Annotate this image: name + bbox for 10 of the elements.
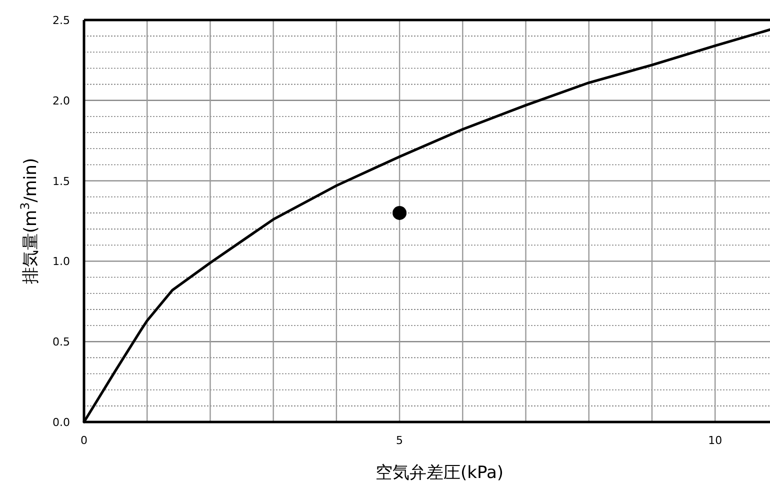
y-tick-label: 1.0 [52, 255, 70, 268]
x-tick-label: 5 [396, 434, 404, 447]
y-tick-label: 0.5 [52, 336, 70, 349]
y-tick-label: 1.5 [52, 174, 70, 188]
x-tick-label: 10 [708, 434, 722, 447]
y-tick-label: 2.5 [52, 14, 70, 27]
y-tick-label: 2.0 [52, 94, 70, 108]
x-axis-title: 空気弁差圧(kPa) [375, 463, 504, 483]
y-tick-label: 0.0 [52, 416, 70, 429]
x-tick-label: 0 [80, 434, 88, 447]
